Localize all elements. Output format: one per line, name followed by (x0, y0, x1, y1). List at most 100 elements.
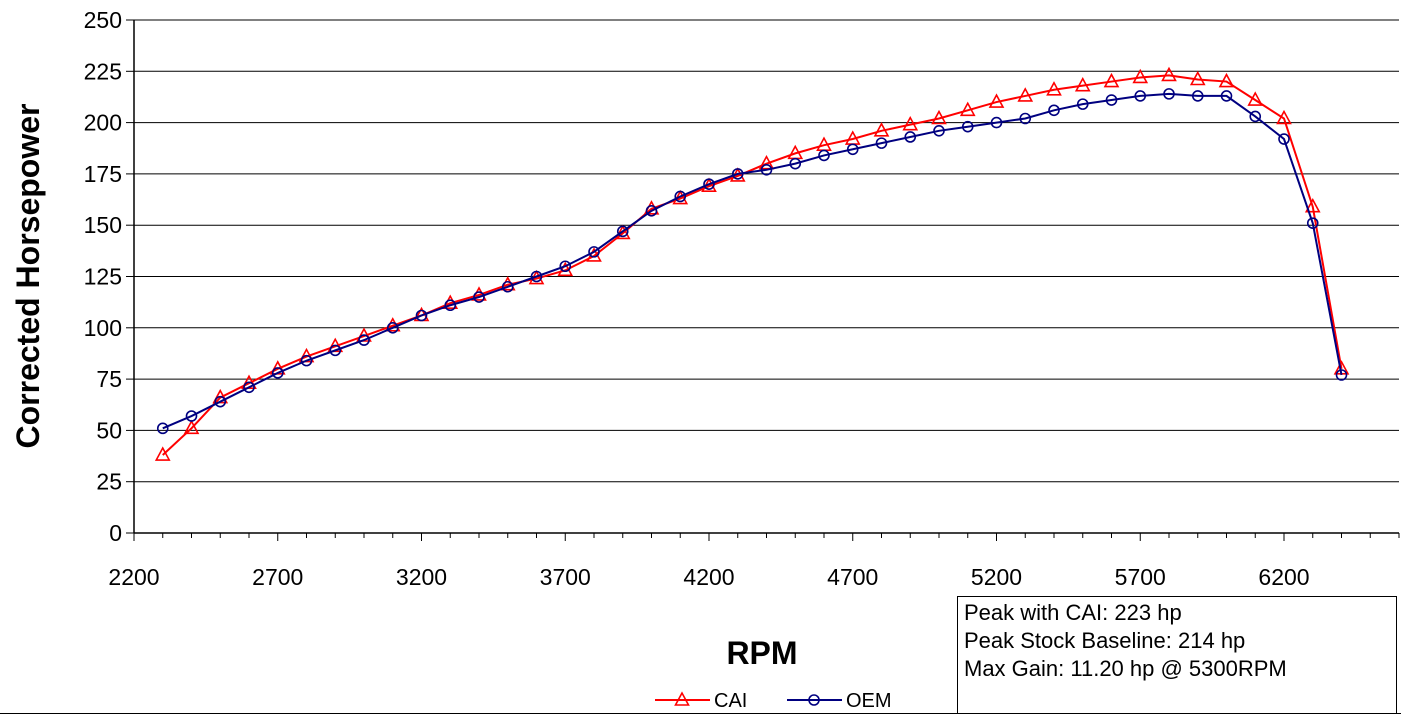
x-tick-label: 3700 (540, 564, 591, 590)
peak-cai-note: Peak with CAI: 223 hp (964, 600, 1182, 625)
data-point-cai (1247, 91, 1264, 106)
data-point-cai (1161, 66, 1177, 82)
data-point-cai (1304, 198, 1321, 213)
x-tick-labels: 2200 2700 3200 3700 4200 4700 5200 5700 6200 (108, 564, 1309, 590)
data-point-oem (818, 149, 830, 162)
data-point-oem (156, 422, 169, 435)
y-tick-label: 50 (96, 417, 122, 443)
data-point-cai (1276, 109, 1292, 125)
data-point-cai (614, 224, 631, 240)
data-point-cai (1017, 87, 1034, 102)
data-point-cai (1189, 70, 1206, 86)
x-tick-label: 2700 (252, 564, 303, 590)
notes-box: Peak with CAI: 223 hp Peak Stock Baselin… (957, 596, 1397, 713)
y-tick-label: 75 (96, 366, 122, 392)
data-point-oem (214, 395, 227, 408)
data-point-oem (185, 410, 198, 422)
data-point-oem (329, 344, 342, 357)
data-point-cai (1074, 76, 1091, 92)
data-point-oem (1306, 217, 1319, 229)
data-point-oem (645, 205, 658, 217)
data-point-cai (1132, 68, 1149, 84)
peak-stock-note: Peak Stock Baseline: 214 hp (964, 628, 1246, 653)
data-point-oem (1076, 98, 1089, 110)
y-tick-label: 225 (84, 58, 122, 84)
legend: CAI OEM (655, 690, 892, 712)
data-point-cai (902, 115, 919, 131)
legend-label-oem: OEM (846, 690, 892, 712)
data-point-cai (873, 122, 890, 137)
data-point-cai (758, 154, 775, 170)
data-point-oem (1019, 112, 1032, 125)
data-point-oem (1134, 90, 1147, 102)
data-point-oem (990, 116, 1003, 129)
data-point-oem (1335, 369, 1348, 381)
max-gain-note: Max Gain: 11.20 hp @ 5300RPM (964, 656, 1287, 681)
legend-label-cai: CAI (714, 690, 747, 712)
data-point-oem (846, 143, 859, 156)
series-oem (156, 88, 1348, 435)
y-tick-label: 100 (84, 315, 122, 341)
data-point-oem (415, 309, 428, 322)
x-tick-label: 6200 (1258, 564, 1309, 590)
data-point-oem (530, 270, 543, 283)
data-point-oem (1278, 133, 1290, 145)
data-point-oem (501, 280, 514, 293)
y-tick-label: 150 (84, 212, 122, 238)
data-point-cai (183, 419, 200, 435)
x-axis-title: RPM (726, 635, 797, 671)
data-point-oem (444, 299, 457, 312)
x-tick-label: 4700 (827, 564, 878, 590)
data-point-cai (959, 101, 976, 117)
data-point-cai (931, 109, 947, 125)
data-point-oem (559, 260, 572, 273)
legend-marker-cai (674, 691, 690, 706)
data-point-oem (961, 120, 974, 133)
data-point-oem (616, 225, 629, 238)
data-point-oem (1163, 88, 1175, 100)
y-tick-labels: 0 25 50 75 100 125 150 175 200 225 250 (84, 7, 122, 546)
x-tick-label: 5200 (971, 564, 1022, 590)
data-point-oem (875, 137, 888, 149)
data-point-cai (988, 93, 1005, 108)
data-point-oem (1105, 94, 1118, 106)
series-lines (154, 66, 1350, 461)
data-point-cai (1218, 72, 1235, 88)
data-point-cai (1103, 72, 1120, 88)
data-point-oem (1191, 90, 1204, 102)
data-point-cai (154, 446, 171, 461)
gridlines (134, 19, 1399, 483)
x-tick-label: 5700 (1115, 564, 1166, 590)
data-point-oem (271, 367, 284, 379)
x-tick-label: 3200 (396, 564, 447, 590)
data-point-oem (386, 321, 399, 334)
data-point-oem (588, 246, 600, 258)
data-point-oem (358, 334, 370, 346)
legend-marker-oem (808, 694, 820, 706)
y-tick-label: 175 (84, 161, 122, 187)
data-point-oem (243, 381, 255, 394)
y-tick-label: 200 (84, 110, 122, 136)
axes (126, 19, 1400, 541)
data-point-cai (1046, 81, 1062, 96)
data-point-oem (789, 157, 802, 170)
y-axis-title: Corrected Horsepower (10, 104, 46, 449)
data-point-oem (674, 190, 687, 203)
data-point-oem (1249, 110, 1262, 123)
x-tick-label: 4200 (683, 564, 734, 590)
y-tick-label: 25 (96, 469, 122, 495)
data-point-oem (904, 131, 917, 143)
data-point-oem (300, 354, 313, 367)
y-tick-label: 0 (109, 520, 122, 546)
y-tick-label: 250 (84, 7, 122, 33)
data-point-oem (1048, 104, 1060, 117)
data-point-oem (760, 163, 773, 176)
data-point-oem (731, 168, 744, 180)
data-point-oem (473, 291, 485, 303)
y-tick-label: 125 (84, 264, 122, 290)
x-tick-label: 2200 (108, 564, 159, 590)
bottom-rule (0, 713, 1401, 714)
data-point-oem (703, 178, 715, 190)
data-point-oem (1220, 90, 1233, 102)
